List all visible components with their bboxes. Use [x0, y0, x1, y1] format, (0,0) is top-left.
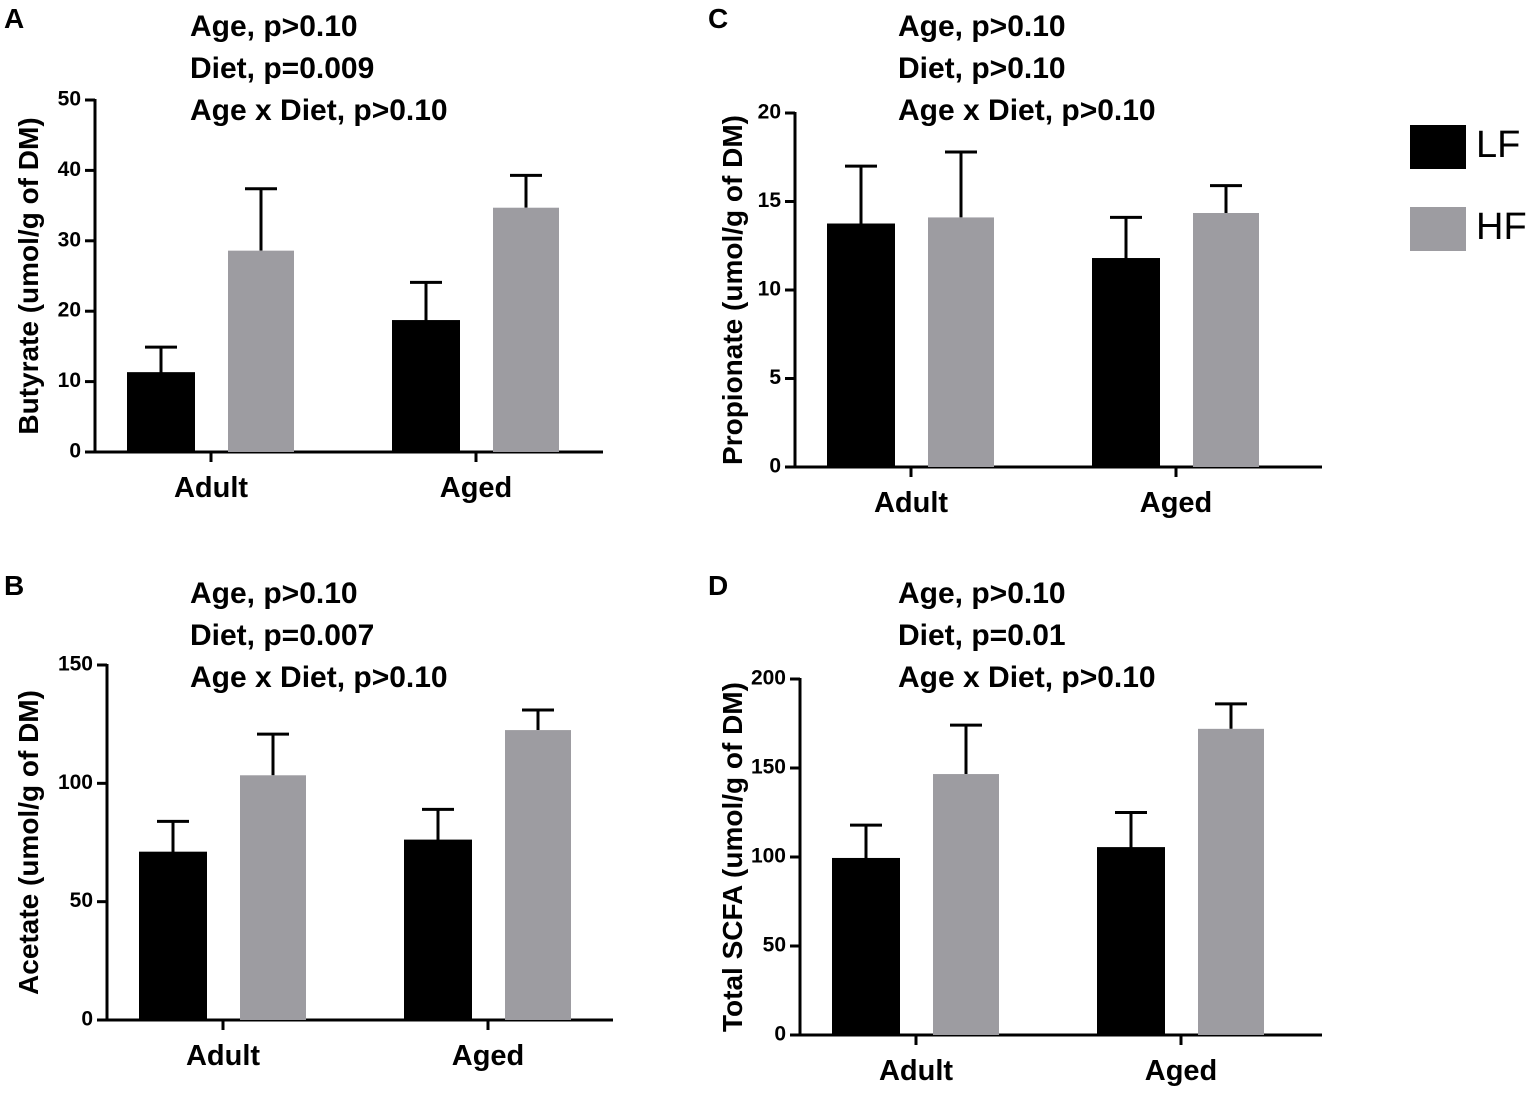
panel-label: C	[708, 3, 728, 34]
legend-label: HF	[1476, 206, 1527, 248]
stat-annotation: Age, p>0.10	[898, 577, 1066, 610]
bar-lf-adult	[827, 223, 895, 468]
y-tick-label: 150	[58, 653, 93, 676]
x-tick-label: Aged	[1140, 487, 1213, 519]
x-tick-label: Adult	[186, 1040, 260, 1072]
bar-lf-aged	[404, 839, 472, 1022]
bar-hf-adult	[228, 250, 294, 452]
legend: LF HF	[1410, 124, 1527, 251]
y-tick-label: 50	[763, 934, 786, 957]
y-tick-label: 200	[751, 667, 786, 690]
y-tick-label: 50	[58, 88, 81, 111]
stat-annotation: Diet, p=0.009	[190, 52, 374, 85]
bar-hf-aged	[493, 207, 559, 452]
y-tick-label: 0	[81, 1008, 93, 1031]
legend-label: LF	[1476, 124, 1520, 166]
bar-lf-adult	[139, 851, 207, 1022]
legend-swatch-hf	[1410, 207, 1466, 251]
stat-annotation: Diet, p>0.10	[898, 52, 1066, 85]
y-tick-label: 150	[751, 756, 786, 779]
bar-hf-aged	[1198, 728, 1264, 1035]
x-tick-label: Adult	[174, 472, 248, 504]
y-tick-label: 5	[769, 366, 781, 389]
stat-annotation: Diet, p=0.007	[190, 619, 374, 652]
stat-annotation: Diet, p=0.01	[898, 619, 1066, 652]
y-tick-label: 50	[70, 889, 93, 912]
bar-lf-aged	[1092, 258, 1160, 468]
panel-label: A	[4, 3, 24, 34]
legend-swatch-lf	[1410, 125, 1466, 169]
panel-label: B	[4, 570, 24, 601]
panel-d: D Age, p>0.10 Diet, p=0.01 Age x Diet, p>0.…	[708, 570, 1322, 1087]
bar-lf-adult	[127, 372, 195, 454]
y-axis-label: Acetate (umol/g of DM)	[13, 690, 44, 995]
stat-annotation: Age x Diet, p>0.10	[898, 661, 1156, 694]
x-tick-label: Aged	[452, 1040, 525, 1072]
stat-annotation: Age, p>0.10	[898, 10, 1066, 43]
y-axis-label: Total SCFA (umol/g of DM)	[717, 682, 748, 1032]
bar-lf-adult	[832, 857, 900, 1037]
stat-annotation: Age x Diet, p>0.10	[190, 661, 448, 694]
bar-hf-adult	[933, 774, 999, 1035]
y-tick-label: 30	[58, 228, 81, 251]
bar-lf-aged	[392, 320, 460, 453]
y-tick-label: 100	[58, 771, 93, 794]
y-tick-label: 20	[758, 101, 781, 124]
y-tick-label: 0	[774, 1023, 786, 1046]
y-tick-label: 10	[58, 369, 81, 392]
y-tick-label: 20	[58, 299, 81, 322]
bar-lf-aged	[1097, 847, 1165, 1036]
stat-annotation: Age, p>0.10	[190, 10, 358, 43]
y-tick-label: 10	[758, 278, 781, 301]
x-tick-label: Aged	[1145, 1055, 1218, 1087]
y-axis-label: Propionate (umol/g of DM)	[717, 115, 748, 465]
panel-label: D	[708, 570, 728, 601]
x-tick-label: Aged	[440, 472, 513, 504]
y-tick-label: 0	[769, 455, 781, 478]
stat-annotation: Age, p>0.10	[190, 577, 358, 610]
x-tick-label: Adult	[879, 1055, 953, 1087]
y-tick-label: 0	[69, 440, 81, 463]
y-tick-label: 40	[58, 158, 81, 181]
y-tick-label: 15	[758, 189, 782, 212]
y-axis-label: Butyrate (umol/g of DM)	[13, 117, 44, 434]
stat-annotation: Age x Diet, p>0.10	[190, 94, 448, 127]
bar-hf-adult	[240, 775, 306, 1020]
bar-hf-aged	[505, 730, 571, 1020]
panel-a: A Age, p>0.10 Diet, p=0.009 Age x Diet, p>0…	[4, 3, 603, 504]
bar-hf-adult	[928, 217, 994, 467]
y-tick-label: 100	[751, 845, 786, 868]
x-tick-label: Adult	[874, 487, 948, 519]
panel-b: B Age, p>0.10 Diet, p=0.007 Age x Diet, p>0…	[4, 570, 613, 1072]
bar-hf-aged	[1193, 213, 1259, 467]
stat-annotation: Age x Diet, p>0.10	[898, 94, 1156, 127]
panel-c: C Age, p>0.10 Diet, p>0.10 Age x Diet, p>0.…	[708, 3, 1322, 519]
